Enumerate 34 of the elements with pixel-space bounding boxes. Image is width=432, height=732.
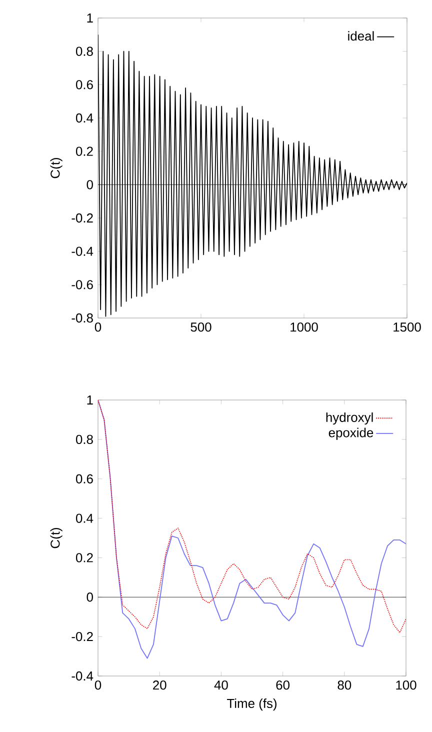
x-tick-label: 60 xyxy=(276,680,290,690)
x-axis-title: Time (fs) xyxy=(227,698,276,711)
x-tick-label: 500 xyxy=(190,322,212,332)
x-tick-label: 1500 xyxy=(394,322,421,332)
y-tick-label: 0.8 xyxy=(76,434,93,444)
y-tick-label: 1 xyxy=(87,396,93,404)
legend-label: hydroxyl xyxy=(326,412,373,425)
legend-label: ideal xyxy=(348,31,374,41)
y-tick-label: -0.8 xyxy=(72,313,93,323)
y-tick-label: 0.8 xyxy=(76,46,93,56)
y-tick-label: -0.6 xyxy=(72,280,93,290)
y-tick-label: -0.2 xyxy=(72,632,93,642)
y-tick-label: 0.4 xyxy=(76,514,94,523)
y-axis-title: C(t) xyxy=(50,528,62,548)
y-tick-label: 0 xyxy=(86,592,93,602)
y-tick-label: -0.4 xyxy=(72,671,94,681)
y-tick-label: -0.4 xyxy=(72,246,94,256)
y-tick-label: 0.2 xyxy=(76,146,93,156)
y-tick-label: 1 xyxy=(87,14,93,22)
x-tick-label: 0 xyxy=(94,322,102,332)
y-tick-label: 0.6 xyxy=(76,80,93,90)
x-tick-label: 1000 xyxy=(290,322,318,332)
y-tick-label: 0.6 xyxy=(76,474,93,484)
y-tick-label: 0 xyxy=(86,180,93,190)
y-tick-label: 0.2 xyxy=(76,553,93,562)
x-tick-label: 80 xyxy=(338,680,352,690)
y-axis-title: C(t) xyxy=(50,158,62,178)
x-tick-label: 40 xyxy=(214,680,228,690)
legend-label: epoxide xyxy=(328,428,374,440)
y-tick-label: 0.4 xyxy=(76,113,94,123)
x-tick-label: 20 xyxy=(153,680,166,690)
y-tick-label: -0.2 xyxy=(72,213,93,223)
x-tick-label: 0 xyxy=(94,680,102,690)
x-tick-label: 100 xyxy=(396,680,416,690)
